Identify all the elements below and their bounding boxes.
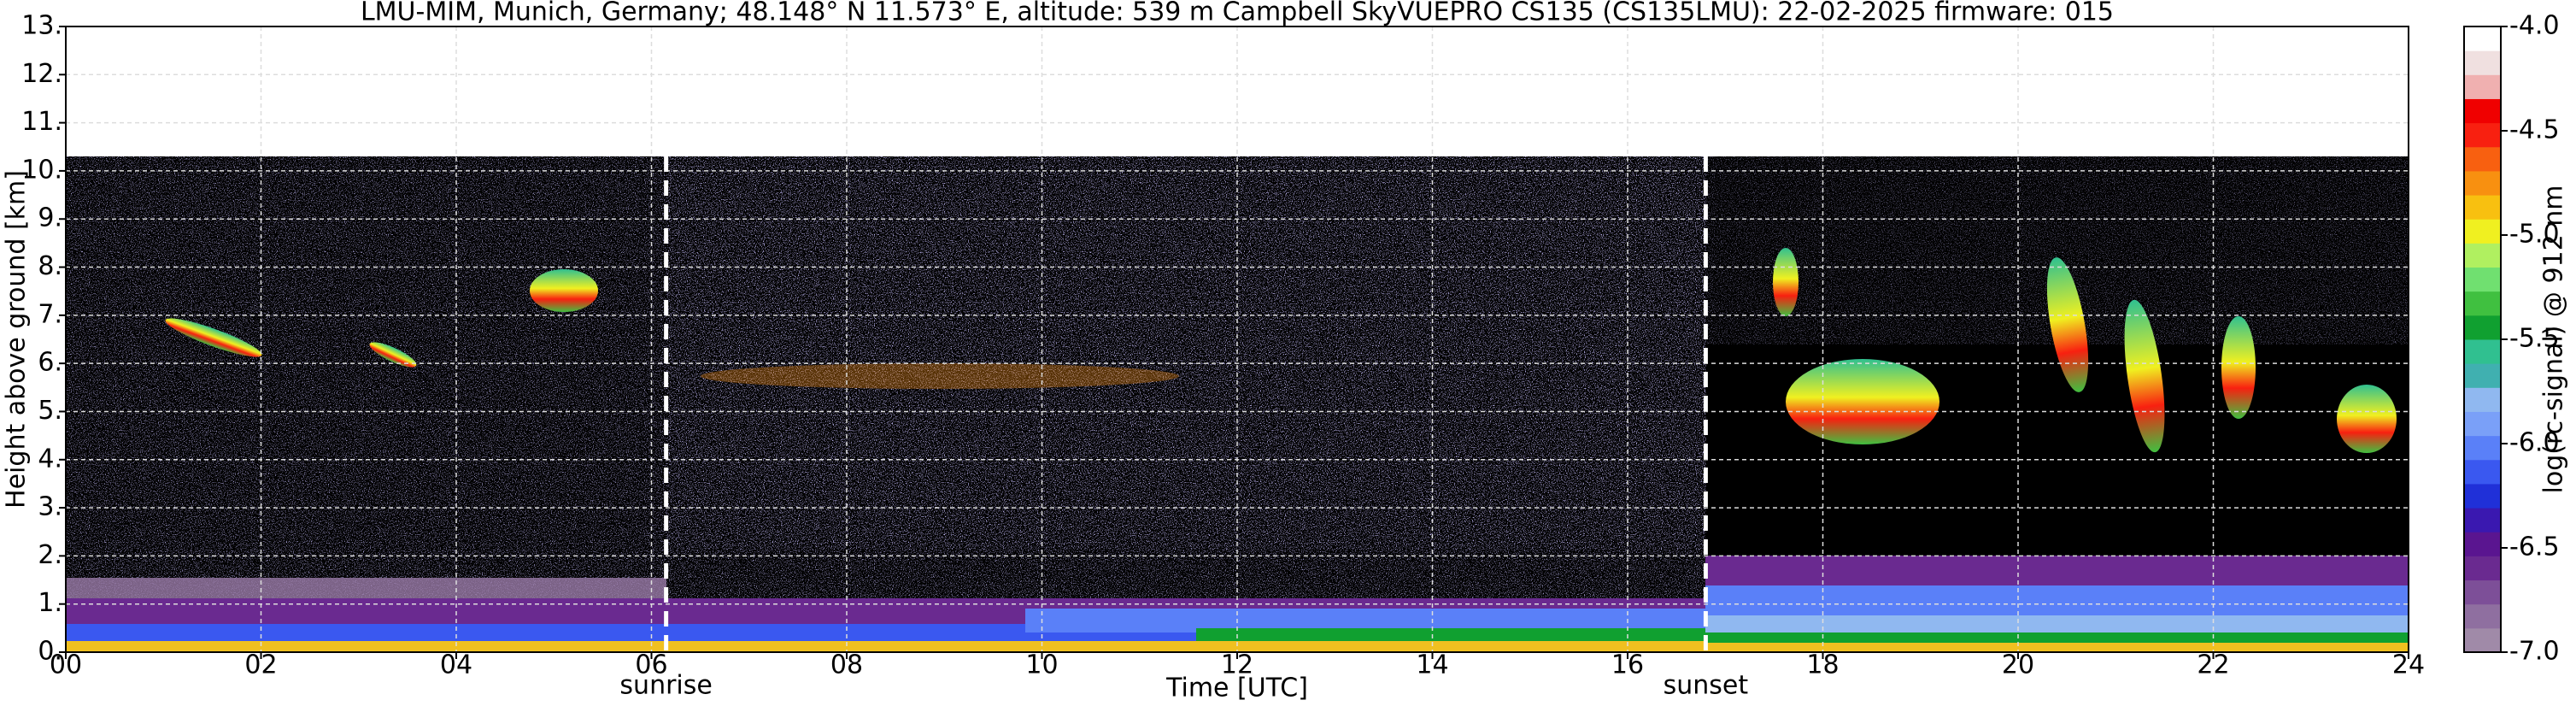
colorbar-swatch	[2464, 267, 2501, 292]
y-tick-label: 0.	[38, 637, 62, 667]
x-axis-label: Time [UTC]	[1165, 674, 1308, 703]
y-tick-label: 5.	[38, 396, 62, 426]
colorbar-swatch	[2464, 339, 2501, 364]
x-tick-label: 04	[440, 650, 472, 680]
y-axis-label: Height above ground [km]	[2, 170, 32, 509]
colorbar-tick-label: -4.5	[2509, 115, 2560, 145]
y-tick-label: 2.	[38, 540, 62, 570]
colorbar-tick-label: -6.0	[2509, 428, 2560, 458]
colorbar-tick-label: -5.5	[2509, 324, 2560, 354]
colorbar-swatch	[2464, 219, 2501, 244]
colorbar-swatch	[2464, 532, 2501, 556]
colorbar-swatch	[2464, 50, 2501, 75]
colorbar-swatch	[2464, 627, 2501, 653]
y-tick-label: 10.	[21, 155, 62, 185]
colorbar-swatch	[2464, 411, 2501, 437]
colorbar-swatch	[2464, 556, 2501, 581]
y-tick-label: 7.	[38, 299, 62, 329]
y-tick-label: 1.	[38, 588, 62, 618]
plot-frame	[65, 26, 2409, 653]
colorbar-swatch	[2464, 435, 2501, 461]
y-tick-label: 4.	[38, 444, 62, 474]
y-tick-label: 12.	[21, 59, 62, 89]
x-tick-label: 08	[830, 650, 863, 680]
colorbar-swatch	[2464, 315, 2501, 340]
x-tick-label: 24	[2392, 650, 2425, 680]
colorbar-tick-label: -5.0	[2509, 220, 2560, 250]
annotation-label: sunrise	[619, 671, 712, 701]
colorbar-swatch	[2464, 195, 2501, 220]
colorbar-swatch	[2464, 98, 2501, 124]
x-tick-label: 12	[1221, 650, 1253, 680]
x-tick-label: 10	[1025, 650, 1058, 680]
colorbar-swatch	[2464, 580, 2501, 605]
colorbar-swatch	[2464, 508, 2501, 532]
x-tick-label: 00	[50, 650, 82, 680]
colorbar-swatch	[2464, 243, 2501, 268]
y-tick-label: 3.	[38, 492, 62, 522]
colorbar-label: log(rc-signal) @ 912 nm	[2539, 185, 2569, 494]
x-tick-label: 06	[635, 650, 667, 680]
colorbar-swatch	[2464, 483, 2501, 509]
chart-title: LMU-MIM, Munich, Germany; 48.148° N 11.5…	[361, 0, 2114, 27]
x-tick-label: 18	[1806, 650, 1839, 680]
colorbar-swatch	[2464, 459, 2501, 485]
colorbar-swatch	[2464, 387, 2501, 412]
y-tick-label: 8.	[38, 251, 62, 281]
x-tick-label: 14	[1416, 650, 1448, 680]
colorbar-swatch	[2464, 122, 2501, 148]
y-tick-label: 11.	[21, 107, 62, 137]
colorbar-swatch	[2464, 363, 2501, 388]
axes: 00 02 04 06 08 10 12 14 16 18 20 22 24 0. 1. 2. 3. 4. 5. 6.…	[21, 11, 2559, 701]
x-tick-label: 16	[1611, 650, 1644, 680]
colorbar-swatch	[2464, 170, 2501, 196]
annotation-label: sunset	[1664, 671, 1749, 701]
y-tick-label: 9.	[38, 203, 62, 233]
colorbar-swatch	[2464, 146, 2501, 172]
y-tick-label: 6.	[38, 348, 62, 378]
colorbar-swatch	[2464, 26, 2501, 51]
colorbar-swatch	[2464, 603, 2501, 629]
x-tick-label: 02	[244, 650, 277, 680]
colorbar-tick-label: -7.0	[2509, 637, 2560, 667]
x-tick-label: 20	[2002, 650, 2034, 680]
colorbar-tick-label: -6.5	[2509, 532, 2560, 562]
y-tick-label: 13.	[21, 11, 62, 41]
colorbar-tick-label: -4.0	[2509, 11, 2560, 41]
colorbar-swatch	[2464, 291, 2501, 316]
x-tick-label: 22	[2197, 650, 2229, 680]
colorbar-swatch	[2464, 74, 2501, 99]
